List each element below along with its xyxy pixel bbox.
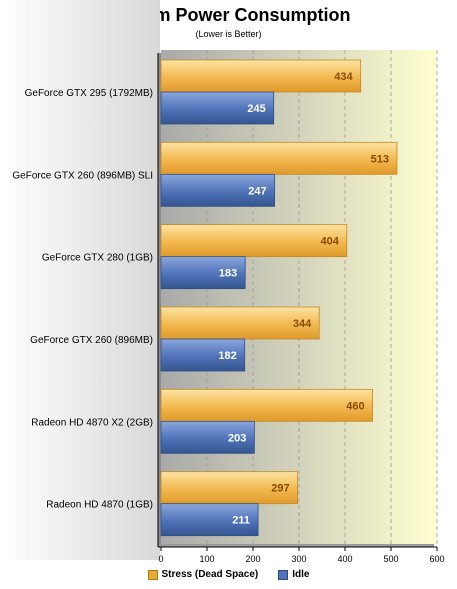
tick-label-300: 300 bbox=[291, 554, 306, 564]
tick-label-100: 100 bbox=[199, 554, 214, 564]
tick-label-400: 400 bbox=[337, 554, 352, 564]
tick-label-200: 200 bbox=[245, 554, 260, 564]
bar-stress-4 bbox=[160, 388, 374, 422]
bar-idle-1 bbox=[160, 173, 276, 207]
chart-subtitle: (Lower is Better) bbox=[195, 29, 262, 39]
bar-stress-2 bbox=[160, 224, 348, 258]
legend-swatch-idle bbox=[278, 569, 289, 580]
category-label-1: GeForce GTX 260 (896MB) SLI bbox=[12, 170, 153, 181]
bar-idle-4 bbox=[160, 420, 255, 454]
legend-swatch-stress bbox=[147, 569, 158, 580]
value-label-stress-1: 513 bbox=[371, 153, 389, 165]
value-label-stress-5: 297 bbox=[271, 483, 289, 495]
value-label-idle-0: 245 bbox=[247, 103, 265, 115]
value-label-idle-5: 211 bbox=[232, 515, 250, 527]
chart-title: System Power Consumption bbox=[106, 5, 351, 25]
legend-item-idle: Idle bbox=[278, 569, 309, 580]
legend-label-stress: Stress (Dead Space) bbox=[161, 569, 259, 580]
chart-legend: Stress (Dead Space) Idle bbox=[0, 569, 457, 580]
bar-idle-0 bbox=[160, 91, 275, 125]
bar-stress-0 bbox=[160, 59, 362, 93]
category-label-5: Radeon HD 4870 (1GB) bbox=[46, 500, 153, 511]
tick-label-600: 600 bbox=[429, 554, 444, 564]
legend-label-idle: Idle bbox=[292, 569, 310, 580]
value-label-stress-2: 404 bbox=[320, 236, 339, 248]
plot-area-depth-left bbox=[158, 53, 161, 547]
category-label-3: GeForce GTX 260 (896MB) bbox=[30, 335, 153, 346]
value-label-idle-1: 247 bbox=[248, 185, 266, 197]
category-label-0: GeForce GTX 295 (1792MB) bbox=[25, 88, 153, 99]
legend-item-stress: Stress (Dead Space) bbox=[147, 569, 259, 580]
bar-stress-1 bbox=[160, 141, 398, 175]
bar-stress-3 bbox=[160, 306, 320, 340]
plot-area-depth-bottom bbox=[158, 544, 434, 547]
bar-idle-3 bbox=[160, 338, 246, 372]
bar-idle-5 bbox=[160, 503, 259, 537]
value-label-idle-2: 183 bbox=[219, 268, 237, 280]
bar-idle-2 bbox=[160, 256, 246, 290]
value-label-idle-4: 203 bbox=[228, 432, 246, 444]
tick-label-0: 0 bbox=[158, 554, 163, 564]
tick-label-500: 500 bbox=[383, 554, 398, 564]
category-label-4: Radeon HD 4870 X2 (2GB) bbox=[31, 417, 153, 428]
value-label-stress-3: 344 bbox=[293, 318, 312, 330]
value-label-stress-0: 434 bbox=[334, 71, 353, 83]
value-label-idle-3: 182 bbox=[218, 350, 236, 362]
category-label-2: GeForce GTX 280 (1GB) bbox=[42, 253, 153, 264]
value-label-stress-4: 460 bbox=[346, 400, 364, 412]
